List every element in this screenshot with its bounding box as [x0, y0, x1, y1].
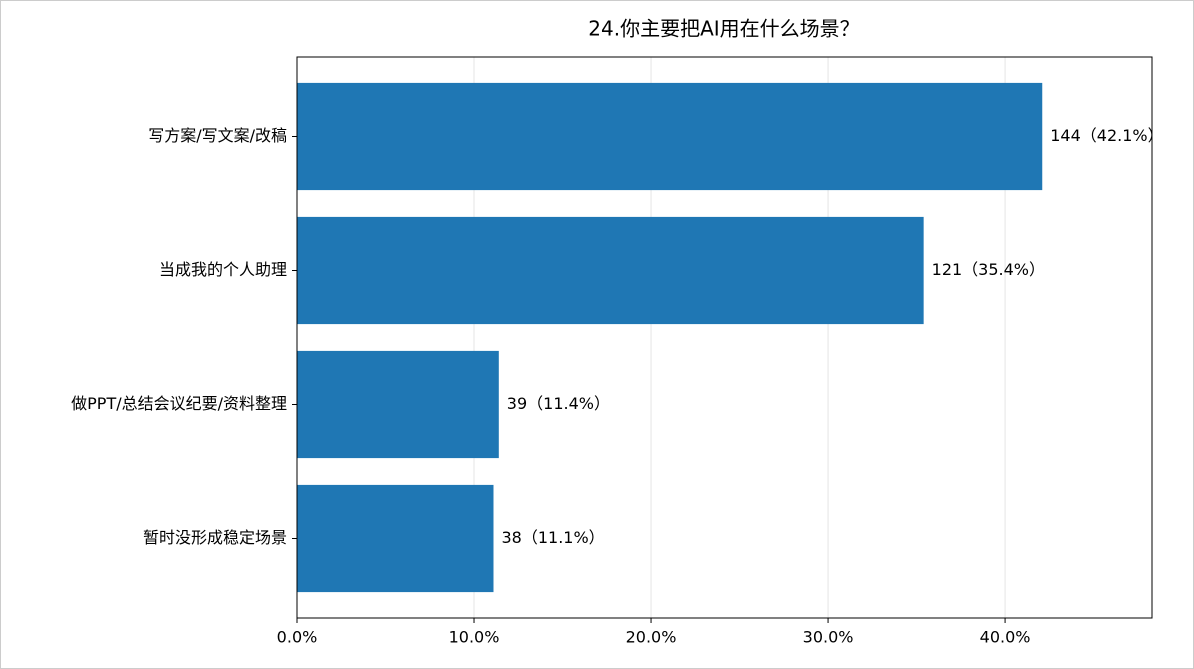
bar	[297, 484, 494, 593]
x-tick-label: 10.0%	[449, 628, 500, 647]
bar	[297, 82, 1043, 191]
bar	[297, 350, 499, 459]
x-tick-label: 20.0%	[626, 628, 677, 647]
bar	[297, 216, 924, 325]
data-label: 38（11.1%）	[501, 528, 604, 547]
plot-frame	[296, 56, 1153, 619]
y-tick-label: 暂时没形成稳定场景	[143, 528, 287, 547]
data-label: 144（42.1%）	[1050, 126, 1163, 145]
x-tick-label: 30.0%	[803, 628, 854, 647]
data-label: 121（35.4%）	[932, 260, 1045, 279]
y-tick-label: 当成我的个人助理	[159, 260, 287, 279]
y-tick-label: 写方案/写文案/改稿	[148, 126, 287, 145]
y-tick-label: 做PPT/总结会议纪要/资料整理	[71, 394, 287, 413]
chart-title: 24.你主要把AI用在什么场景？	[588, 17, 859, 41]
data-label: 39（11.4%）	[507, 394, 610, 413]
x-tick-label: 40.0%	[980, 628, 1031, 647]
x-tick-label: 0.0%	[277, 628, 318, 647]
